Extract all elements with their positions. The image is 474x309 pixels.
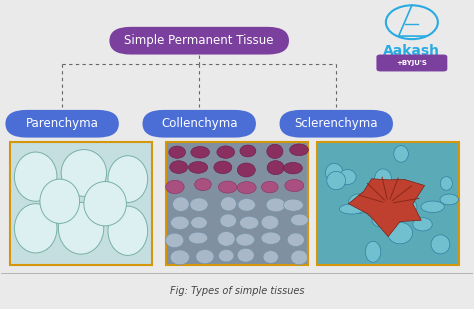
Ellipse shape: [283, 162, 302, 174]
Ellipse shape: [219, 181, 237, 193]
Ellipse shape: [327, 171, 346, 190]
Ellipse shape: [61, 150, 107, 196]
Ellipse shape: [285, 180, 304, 192]
Ellipse shape: [240, 145, 256, 157]
Ellipse shape: [173, 197, 189, 211]
Ellipse shape: [171, 216, 189, 230]
Bar: [318, 142, 459, 265]
Ellipse shape: [413, 218, 432, 231]
Text: Parenchyma: Parenchyma: [26, 117, 99, 130]
Bar: [166, 142, 308, 265]
Ellipse shape: [290, 144, 309, 156]
Ellipse shape: [170, 250, 190, 265]
Ellipse shape: [431, 235, 450, 254]
FancyBboxPatch shape: [376, 54, 447, 71]
Ellipse shape: [214, 161, 232, 174]
Ellipse shape: [189, 232, 208, 244]
Ellipse shape: [440, 194, 458, 205]
Ellipse shape: [191, 146, 210, 158]
Ellipse shape: [291, 214, 309, 226]
Ellipse shape: [266, 198, 285, 212]
Ellipse shape: [237, 182, 256, 194]
Ellipse shape: [440, 177, 452, 190]
Ellipse shape: [237, 163, 255, 177]
Ellipse shape: [421, 201, 444, 213]
Ellipse shape: [348, 194, 369, 214]
Ellipse shape: [218, 231, 235, 246]
Ellipse shape: [195, 178, 211, 191]
Ellipse shape: [283, 199, 303, 211]
Ellipse shape: [40, 179, 80, 223]
FancyBboxPatch shape: [143, 110, 256, 138]
FancyBboxPatch shape: [109, 27, 289, 54]
Ellipse shape: [108, 206, 148, 256]
Ellipse shape: [325, 163, 343, 182]
Ellipse shape: [261, 215, 279, 229]
Ellipse shape: [364, 196, 380, 216]
Ellipse shape: [339, 204, 364, 214]
Ellipse shape: [84, 182, 127, 226]
Ellipse shape: [262, 181, 278, 193]
Ellipse shape: [219, 249, 234, 262]
Text: Collenchyma: Collenchyma: [161, 117, 237, 130]
Ellipse shape: [189, 162, 208, 173]
Text: Aakash: Aakash: [383, 44, 440, 58]
Ellipse shape: [388, 222, 412, 244]
Ellipse shape: [287, 233, 304, 247]
Ellipse shape: [237, 248, 254, 262]
Ellipse shape: [365, 241, 381, 262]
Ellipse shape: [374, 169, 392, 190]
Ellipse shape: [220, 197, 237, 211]
Ellipse shape: [108, 156, 148, 202]
FancyBboxPatch shape: [5, 110, 119, 138]
Ellipse shape: [190, 198, 208, 211]
Ellipse shape: [372, 213, 392, 227]
Ellipse shape: [339, 169, 356, 184]
Ellipse shape: [170, 161, 188, 173]
Text: Fig: Types of simple tissues: Fig: Types of simple tissues: [170, 286, 304, 296]
Ellipse shape: [169, 146, 185, 158]
Ellipse shape: [397, 196, 414, 206]
Ellipse shape: [394, 146, 409, 162]
Ellipse shape: [166, 180, 184, 194]
Ellipse shape: [58, 202, 104, 254]
Text: +BYJU'S: +BYJU'S: [396, 60, 427, 66]
Polygon shape: [348, 179, 425, 237]
Text: Sclerenchyma: Sclerenchyma: [294, 117, 378, 130]
Ellipse shape: [291, 250, 308, 265]
Ellipse shape: [267, 144, 283, 159]
Bar: [10, 142, 152, 265]
FancyBboxPatch shape: [280, 110, 393, 138]
Ellipse shape: [263, 251, 278, 263]
Ellipse shape: [236, 234, 255, 246]
Ellipse shape: [239, 216, 259, 229]
Ellipse shape: [165, 233, 184, 248]
Ellipse shape: [220, 214, 237, 227]
Ellipse shape: [14, 204, 57, 253]
Ellipse shape: [403, 199, 417, 215]
Ellipse shape: [14, 152, 57, 201]
Ellipse shape: [217, 146, 235, 158]
Ellipse shape: [196, 250, 214, 264]
Ellipse shape: [267, 161, 284, 175]
Ellipse shape: [238, 199, 255, 211]
Ellipse shape: [191, 217, 207, 229]
Ellipse shape: [261, 232, 281, 244]
Text: Simple Permanent Tissue: Simple Permanent Tissue: [125, 34, 274, 47]
